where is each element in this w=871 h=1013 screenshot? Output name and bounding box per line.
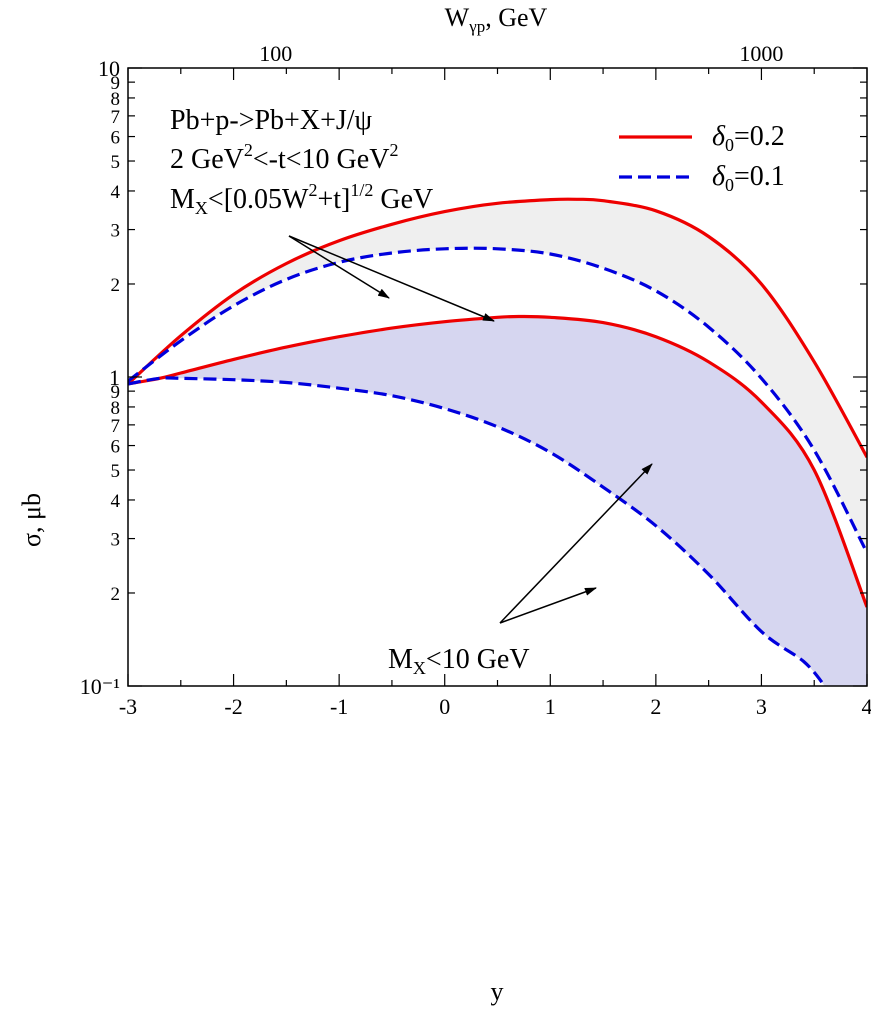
arrow-lower-to-solid: [499, 463, 653, 624]
x-tick-label: -3: [119, 694, 137, 719]
y-tick-label: 1: [109, 365, 120, 390]
x-tick-label: 3: [756, 694, 767, 719]
axis-ticks: [127, 67, 868, 687]
annotation-upper-line1: Pb+p->Pb+X+J/ψ: [170, 105, 373, 136]
x-tick-label: 1: [545, 694, 556, 719]
arrow-upper-to-dashed: [288, 235, 495, 322]
y-minor-tick-label: 7: [111, 416, 121, 437]
y-tick-label: 10⁻¹: [80, 674, 120, 699]
y-minor-tick-label: 9: [111, 73, 121, 94]
x-tick-label: 2: [650, 694, 661, 719]
legend: δ0=0.2 δ0=0.1: [619, 121, 785, 195]
annotation-upper-line3: MX<[0.05W2+t]1/2 GeV: [170, 180, 433, 218]
series-lower-delta-0.2: [128, 314, 867, 608]
arrow-upper-to-solid: [288, 235, 390, 299]
series-upper-delta-0.1: [128, 246, 867, 554]
y-minor-tick-label: 5: [111, 152, 121, 173]
legend-label-delta-0.2: δ0=0.2: [712, 121, 785, 155]
top-tick-label: 1000: [739, 41, 783, 66]
y-minor-tick-label: 9: [111, 382, 121, 403]
y-minor-tick-label: 2: [111, 275, 121, 296]
legend-label-delta-0.1: δ0=0.1: [712, 161, 785, 195]
top-tick-label: 100: [259, 41, 292, 66]
annotation-upper-line2: 2 GeV2<-t<10 GeV2: [170, 140, 398, 175]
y-minor-tick-label: 3: [111, 221, 121, 242]
y-minor-tick-label: 5: [111, 461, 121, 482]
y-minor-tick-label: 3: [111, 530, 121, 551]
y-minor-tick-label: 6: [111, 437, 121, 458]
band-upper: [128, 199, 867, 553]
x-tick-label: -1: [330, 694, 348, 719]
y-minor-tick-label: 6: [111, 128, 121, 149]
series-lower-delta-0.1: [128, 376, 827, 686]
y-axis-title: σ, μb: [17, 493, 46, 547]
band-lower: [128, 316, 867, 686]
annotation-lower: MX<10 GeV: [388, 644, 530, 678]
y-minor-tick-label: 4: [111, 491, 121, 512]
arrow-lower-to-dashed: [499, 587, 597, 624]
series-upper-delta-0.2: [128, 197, 867, 458]
y-tick-label: 10: [98, 56, 120, 81]
x-tick-label: 0: [439, 694, 450, 719]
top-axis-title: Wγp, GeV: [445, 3, 548, 36]
x-axis-title: y: [491, 977, 504, 1006]
x-tick-label: -2: [224, 694, 242, 719]
x-tick-label: 4: [862, 694, 871, 719]
y-minor-tick-label: 4: [111, 182, 121, 203]
y-minor-tick-label: 7: [111, 107, 121, 128]
y-minor-tick-label: 8: [111, 89, 121, 110]
y-minor-tick-label: 8: [111, 398, 121, 419]
y-minor-tick-label: 2: [111, 584, 121, 605]
